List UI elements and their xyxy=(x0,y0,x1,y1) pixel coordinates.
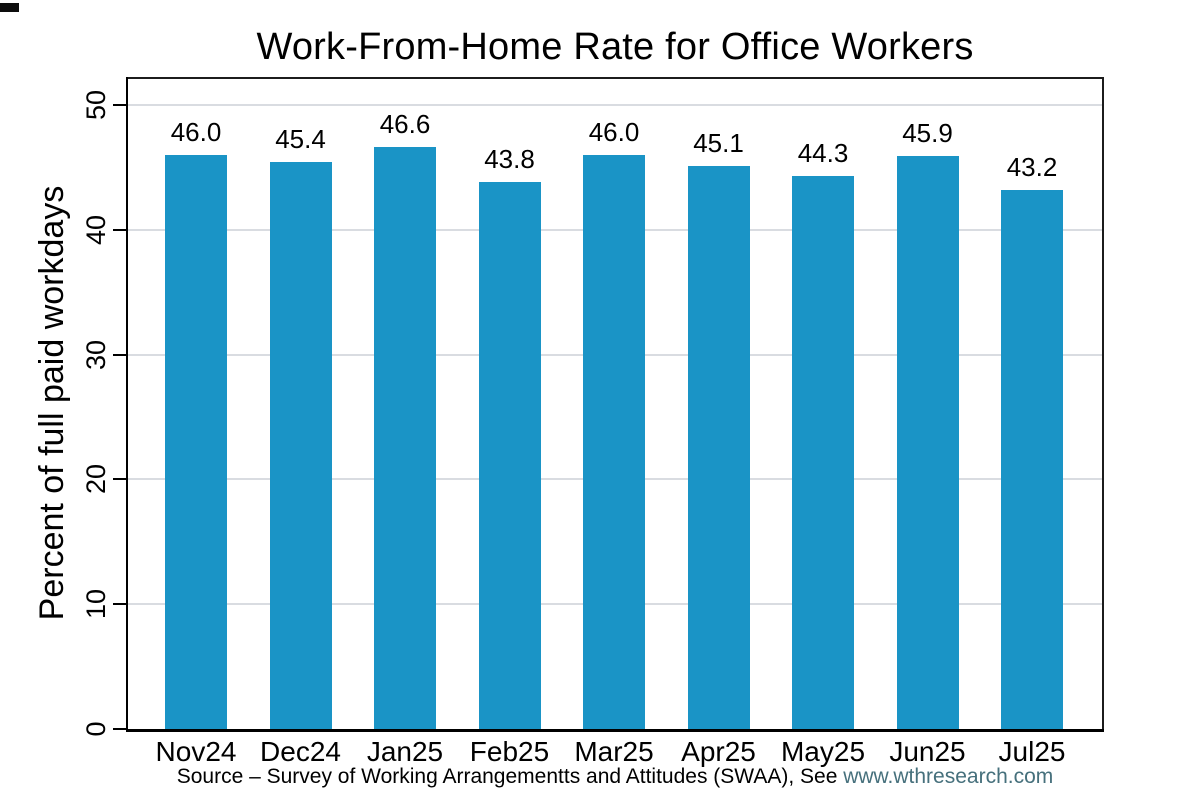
bar-Feb25 xyxy=(478,182,541,729)
y-tick-label-0: 0 xyxy=(80,721,111,737)
x-tick-label-Jun25: Jun25 xyxy=(889,736,966,767)
y-tick-label-50: 50 xyxy=(80,89,111,121)
x-tick-label-Dec24: Dec24 xyxy=(260,736,341,767)
bar-Nov24 xyxy=(165,154,227,729)
y-tick-label-40: 40 xyxy=(80,214,111,245)
bar-Dec24 xyxy=(269,162,332,729)
plot-border-top xyxy=(126,77,1104,79)
bar-value-label: 45.4 xyxy=(275,124,326,155)
y-tick-label-20: 20 xyxy=(80,464,111,495)
bar-value-label: 45.9 xyxy=(902,118,953,149)
x-tick-label-Jan25: Jan25 xyxy=(366,736,444,767)
bar-Jul25 xyxy=(1001,189,1063,729)
x-tick-label-Nov24: Nov24 xyxy=(155,736,237,767)
y-axis-line xyxy=(126,77,128,732)
bar-value-label: 46.6 xyxy=(379,109,431,140)
y-axis-title: Percent of full paid workdays xyxy=(32,185,71,621)
y-tick-20 xyxy=(113,478,128,481)
y-tick-50 xyxy=(113,104,128,106)
bar-value-label: 45.1 xyxy=(693,128,744,159)
x-tick-label-May25: May25 xyxy=(780,736,866,767)
source-link-url: www.wthresearch.com xyxy=(843,765,1054,788)
x-tick-label-Jul25: Jul25 xyxy=(998,736,1066,767)
x-tick-label-Mar25: Mar25 xyxy=(574,736,654,767)
source-note: Source – Survey of Working Arrangementts… xyxy=(128,764,1102,790)
bar-value-label: 46.0 xyxy=(170,116,222,147)
chart-title: Work-From-Home Rate for Office Workers xyxy=(256,26,974,68)
y-tick-0 xyxy=(113,728,128,730)
bar-Jan25 xyxy=(374,147,436,729)
frame-artifact-mark xyxy=(0,3,19,12)
y-tick-40 xyxy=(113,228,128,231)
bar-value-label: 44.3 xyxy=(797,138,849,169)
y-tick-label-30: 30 xyxy=(80,339,111,370)
x-tick-label-Apr25: Apr25 xyxy=(681,736,756,767)
plot-border-right xyxy=(1102,77,1104,732)
bar-Apr25 xyxy=(687,166,750,729)
bar-May25 xyxy=(792,176,854,729)
bar-value-label: 46.0 xyxy=(588,116,640,147)
x-axis-line xyxy=(126,729,1104,732)
x-tick-label-Feb25: Feb25 xyxy=(469,736,550,767)
gridline-50 xyxy=(128,104,1102,106)
y-tick-label-10: 10 xyxy=(80,589,111,620)
bar-value-label: 43.8 xyxy=(484,144,535,175)
y-tick-10 xyxy=(113,603,128,606)
y-tick-30 xyxy=(113,353,128,356)
bar-Mar25 xyxy=(583,154,645,729)
bar-Jun25 xyxy=(896,156,959,729)
bar-value-label: 43.2 xyxy=(1006,151,1058,182)
source-text: Source – Survey of Working Arrangementts… xyxy=(176,765,844,788)
